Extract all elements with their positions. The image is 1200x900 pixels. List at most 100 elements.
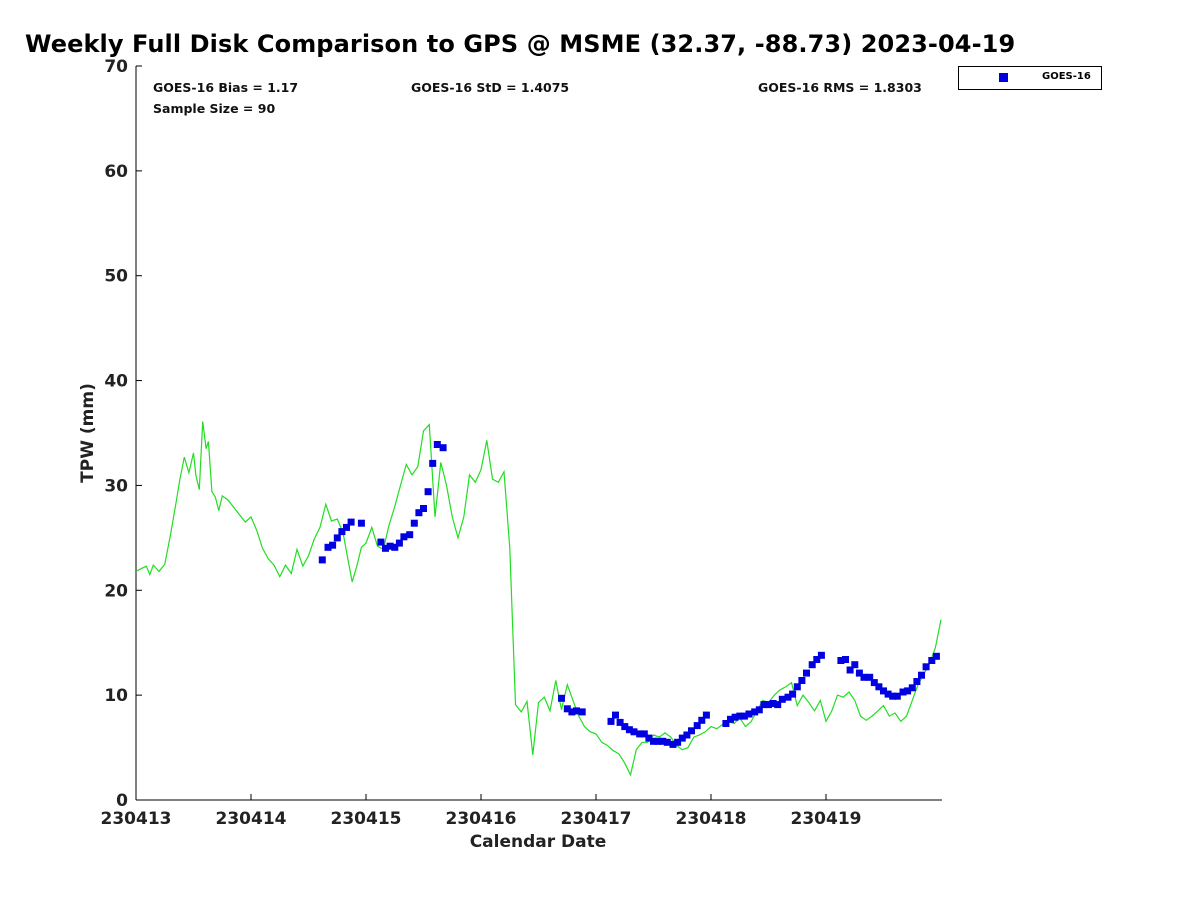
goes16-point (918, 671, 925, 679)
axes: 0 10 20 30 40 50 60 70 230413 230414 230415 230416… (101, 57, 942, 829)
goes16-point (693, 722, 701, 730)
legend-marker-goes16 (999, 73, 1008, 82)
goes16-point (688, 727, 695, 735)
goes16-point (382, 544, 389, 552)
goes16-point (663, 738, 671, 746)
goes16-point (333, 534, 341, 542)
goes16-point (813, 656, 821, 663)
goes16-point (357, 519, 365, 527)
goes16-point (338, 528, 346, 536)
x-axis-label: Calendar Date (470, 832, 607, 852)
x-tick-label: 230414 (216, 809, 287, 829)
x-tick-label: 230413 (101, 809, 172, 829)
goes16-point (803, 669, 810, 677)
goes16-point (855, 669, 863, 677)
goes16-point (578, 708, 586, 716)
y-tick-label: 10 (104, 686, 128, 706)
y-axis-label: TPW (mm) (78, 383, 98, 483)
x-ticks: 230413 230414 230415 230416 230417 230418 2304… (101, 794, 861, 829)
goes16-point (860, 673, 868, 681)
goes16-series (318, 441, 940, 748)
goes16-point (410, 519, 418, 527)
goes16-point (846, 666, 854, 674)
goes16-point (558, 694, 565, 702)
goes16-point (612, 711, 619, 719)
goes16-point (324, 543, 332, 551)
goes16-point (842, 656, 849, 663)
y-tick-label: 30 (104, 476, 128, 496)
goes16-point (654, 737, 662, 745)
goes16-point (769, 700, 777, 707)
goes16-point (817, 651, 825, 659)
goes16-point (433, 441, 441, 448)
goes16-point (645, 734, 653, 742)
goes16-point (669, 740, 677, 748)
x-tick-label: 230418 (676, 809, 747, 829)
goes16-point (318, 556, 326, 564)
rms-stat: GOES-16 RMS = 1.8303 (758, 80, 922, 95)
x-tick-label: 230416 (446, 809, 517, 829)
goes16-point (889, 692, 897, 700)
goes16-point (774, 701, 782, 709)
goes16-point (784, 693, 792, 701)
goes16-point (377, 538, 385, 546)
goes16-point (740, 712, 748, 720)
std-stat: GOES-16 StD = 1.4075 (411, 80, 570, 95)
goes16-point (913, 678, 921, 685)
goes16-point (650, 737, 657, 745)
goes16-point (745, 710, 753, 718)
goes16-point (636, 730, 644, 738)
goes16-point (395, 539, 403, 547)
goes16-point (625, 726, 633, 734)
gps-series (135, 421, 942, 777)
legend: GOES-16 (958, 66, 1102, 90)
goes16-point (875, 683, 883, 691)
goes16-point (893, 692, 901, 700)
goes16-point (884, 690, 892, 698)
goes16-point (922, 663, 930, 671)
goes16-point (880, 687, 887, 695)
goes16-point (904, 687, 912, 695)
goes16-point (347, 518, 355, 526)
goes16-point (778, 695, 786, 703)
goes16-point (616, 718, 624, 726)
goes16-point (866, 673, 874, 681)
goes16-point (870, 679, 878, 687)
goes16-point (751, 708, 759, 716)
x-tick-label: 230417 (561, 809, 632, 829)
goes16-point (678, 734, 686, 742)
y-tick-label: 50 (104, 267, 128, 287)
goes16-point (630, 728, 638, 736)
y-tick-label: 70 (104, 57, 128, 77)
goes16-point (429, 459, 437, 467)
goes16-point (722, 720, 730, 727)
goes16-point (727, 715, 734, 723)
y-tick-label: 40 (104, 372, 128, 392)
goes16-point (731, 713, 739, 721)
goes16-point (851, 661, 859, 669)
x-tick-label: 230415 (331, 809, 402, 829)
goes16-point (755, 706, 763, 714)
goes16-point (391, 543, 399, 551)
goes16-point (760, 701, 768, 709)
goes16-point (386, 542, 394, 550)
goes16-point (702, 711, 710, 719)
goes16-point (899, 688, 907, 696)
y-tick-label: 60 (104, 162, 128, 182)
goes16-point (621, 723, 629, 731)
goes16-point (932, 652, 940, 660)
goes16-point (659, 737, 667, 745)
goes16-point (329, 541, 337, 549)
goes16-point (793, 683, 801, 691)
goes16-point (415, 509, 423, 517)
legend-label-goes16: GOES-16 (1042, 71, 1091, 82)
goes16-point (674, 738, 682, 746)
goes16-point (439, 444, 447, 452)
goes16-point (698, 716, 706, 724)
goes16-point (400, 533, 408, 541)
goes16-point (789, 690, 797, 698)
goes16-point (640, 730, 648, 738)
y-tick-label: 0 (116, 791, 128, 811)
gps-line (135, 421, 942, 777)
